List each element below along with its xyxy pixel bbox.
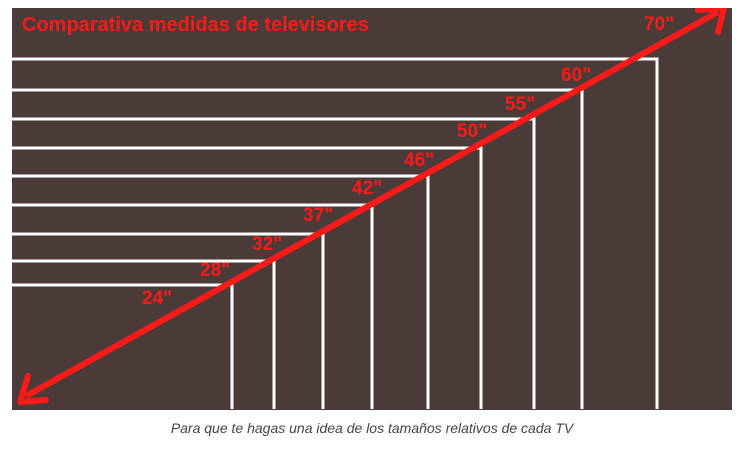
- size-label: 60": [561, 65, 591, 86]
- tv-outlines: [12, 57, 659, 409]
- arrow-head-bottom: [17, 373, 49, 405]
- size-label: 37": [303, 205, 333, 226]
- tv-size-diagram: Comparativa medidas de televisores 24" 28…: [12, 5, 732, 410]
- caption: Para que te hagas una idea de los tamaño…: [170, 420, 574, 436]
- size-label: 42": [352, 178, 382, 199]
- size-label: 50": [457, 121, 487, 142]
- diagonal-arrow: [17, 5, 727, 405]
- arrow-head-top: [695, 5, 727, 35]
- tv-outline: [12, 57, 659, 409]
- size-label: 70": [644, 14, 674, 35]
- size-labels: 24" 28" 32" 37" 42" 46" 50" 55" 60" 70": [142, 14, 674, 309]
- tv-outline: [12, 146, 483, 409]
- size-label: 32": [252, 234, 282, 255]
- size-label: 55": [505, 94, 535, 115]
- size-label: 28": [200, 260, 230, 281]
- diagram-svg: Comparativa medidas de televisores 24" 28…: [12, 5, 727, 409]
- tv-outline: [12, 117, 536, 409]
- size-label: 46": [404, 150, 434, 171]
- arrow-shaft: [24, 9, 720, 399]
- tv-outline: [12, 283, 234, 409]
- diagram-title: Comparativa medidas de televisores: [22, 14, 369, 36]
- size-label: 24": [142, 288, 172, 309]
